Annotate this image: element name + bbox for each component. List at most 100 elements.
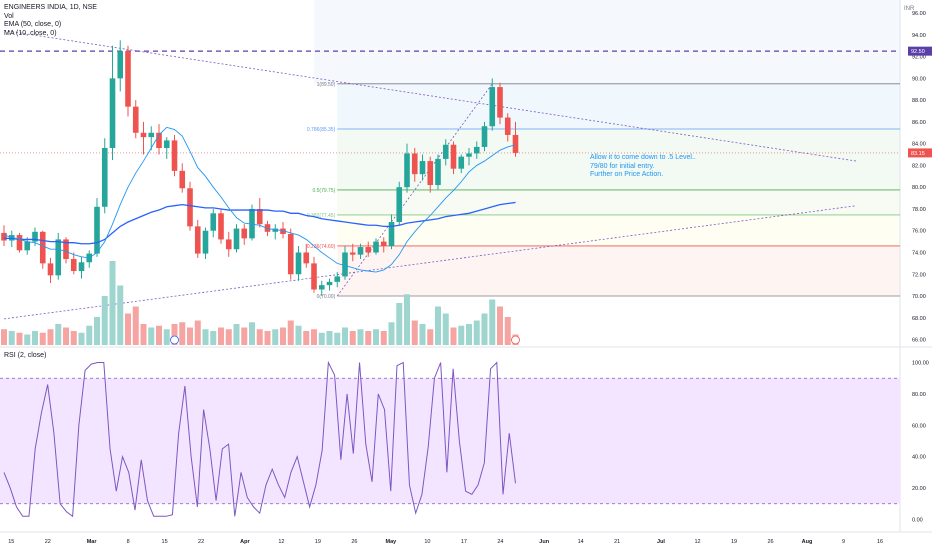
volume-bar (256, 329, 263, 345)
volume-bar (342, 327, 348, 345)
volume-bar (210, 331, 217, 345)
rsi-line (3, 360, 516, 518)
fib-label: 0.236(74.60) (307, 244, 336, 250)
volume-bar (86, 325, 93, 345)
volume-bar (357, 329, 364, 345)
candle-body (156, 132, 162, 149)
volume-bar (442, 313, 449, 345)
rsi-tick: 60.00 (912, 423, 926, 429)
rsi-tick: 0.00 (912, 517, 923, 523)
candle-body (233, 228, 240, 250)
volume-bar (419, 324, 426, 345)
candle-body (489, 87, 496, 127)
price-tick: 84.00 (912, 142, 926, 148)
candle-body (32, 231, 38, 242)
volume-bar (249, 322, 255, 345)
time-tick: 15 (162, 539, 168, 545)
volume-bar (295, 325, 302, 345)
candle-body (125, 51, 131, 107)
volume-bar (187, 327, 193, 345)
candle-body (380, 241, 387, 246)
volume-bar (233, 324, 240, 345)
candle-body (287, 233, 294, 275)
candle-body (295, 252, 302, 275)
candle-body (70, 259, 77, 271)
annotation-line-3: Further on Price Action. (590, 171, 664, 178)
candle-body (1, 232, 7, 241)
volume-bar (94, 317, 100, 345)
candle-body (326, 281, 333, 286)
rsi-label[interactable]: RSI (2, close) (4, 352, 47, 359)
candle-body (272, 228, 279, 232)
price-tag (908, 148, 932, 158)
price-tick: 80.00 (912, 185, 926, 191)
fib-label: 0.786(85.35) (307, 127, 336, 133)
volume-bar (218, 327, 224, 345)
volume-bar (1, 329, 7, 345)
rsi-legend[interactable]: RSI (2, close) (4, 352, 46, 361)
fib-label: 0(70.00) (317, 294, 336, 300)
price-tick: 88.00 (912, 98, 926, 104)
candle-body (241, 228, 248, 239)
volume-bar (489, 299, 496, 345)
candle-body (318, 285, 325, 290)
candle-body (435, 158, 441, 186)
dividend-marker (170, 335, 179, 345)
candle-body (163, 140, 170, 149)
candle-body (427, 161, 434, 186)
candle-body (497, 87, 503, 118)
candle-body (39, 231, 46, 264)
price-tick: 70.00 (912, 294, 926, 300)
volume-bar (202, 329, 209, 345)
candle-body (411, 153, 418, 175)
fib-label: 1(89.50) (317, 82, 336, 88)
candle-body (179, 170, 186, 189)
volume-bar (497, 306, 503, 345)
price-tick: 96.00 (912, 11, 926, 17)
volume-bar (380, 331, 387, 345)
candle-body (450, 144, 457, 169)
indicator-vol[interactable]: Vol (4, 12, 14, 20)
annotation-line-1: Allow it to come down to .5 Level.. (590, 154, 696, 161)
legend: ENGINEERS INDIA, 1D, NSE Vol EMA (50, cl… (4, 4, 97, 38)
volume-bar (365, 331, 372, 345)
candle-body (148, 132, 155, 138)
volume-bar (435, 306, 441, 345)
volume-bar (16, 332, 23, 345)
candle-body (334, 276, 341, 282)
candle-body (47, 263, 54, 276)
volume-bar (473, 320, 480, 345)
symbol-line: ENGINEERS INDIA, 1D, NSE (4, 4, 97, 11)
volume-bar (101, 296, 108, 345)
annotation-note[interactable]: Allow it to come down to .5 Level.. 79/8… (590, 154, 696, 180)
volume-bar (39, 332, 46, 345)
price-tick: 66.00 (912, 338, 926, 344)
volume-bar (411, 320, 418, 345)
volume-bar (125, 313, 131, 345)
time-tick: 26 (767, 539, 773, 545)
earnings-marker (511, 335, 520, 345)
rsi-tick: 100.00 (912, 361, 929, 367)
candle-body (109, 78, 116, 149)
candle-body (473, 146, 480, 154)
volume-bar (132, 306, 139, 345)
time-tick: 22 (45, 539, 51, 545)
volume-bar (272, 329, 279, 345)
candle-body (458, 156, 465, 169)
indicator-ema[interactable]: EMA (50, close, 0) (4, 21, 62, 28)
volume-bar (349, 331, 356, 345)
candle-body (349, 252, 356, 255)
time-tick: 21 (614, 539, 620, 545)
volume-bar (109, 261, 116, 345)
fib-label: 0.382(77.45) (307, 213, 336, 219)
indicator-ma[interactable]: MA (10, close, 0) (4, 29, 57, 37)
time-tick: 26 (351, 539, 357, 545)
candle-body (504, 117, 511, 135)
candle-body (194, 226, 201, 254)
volume-bar (32, 331, 38, 345)
candle-body (442, 144, 449, 159)
time-tick: Mar (87, 539, 98, 545)
fib-zone-upper (314, 0, 900, 84)
volume-bar (373, 329, 379, 345)
